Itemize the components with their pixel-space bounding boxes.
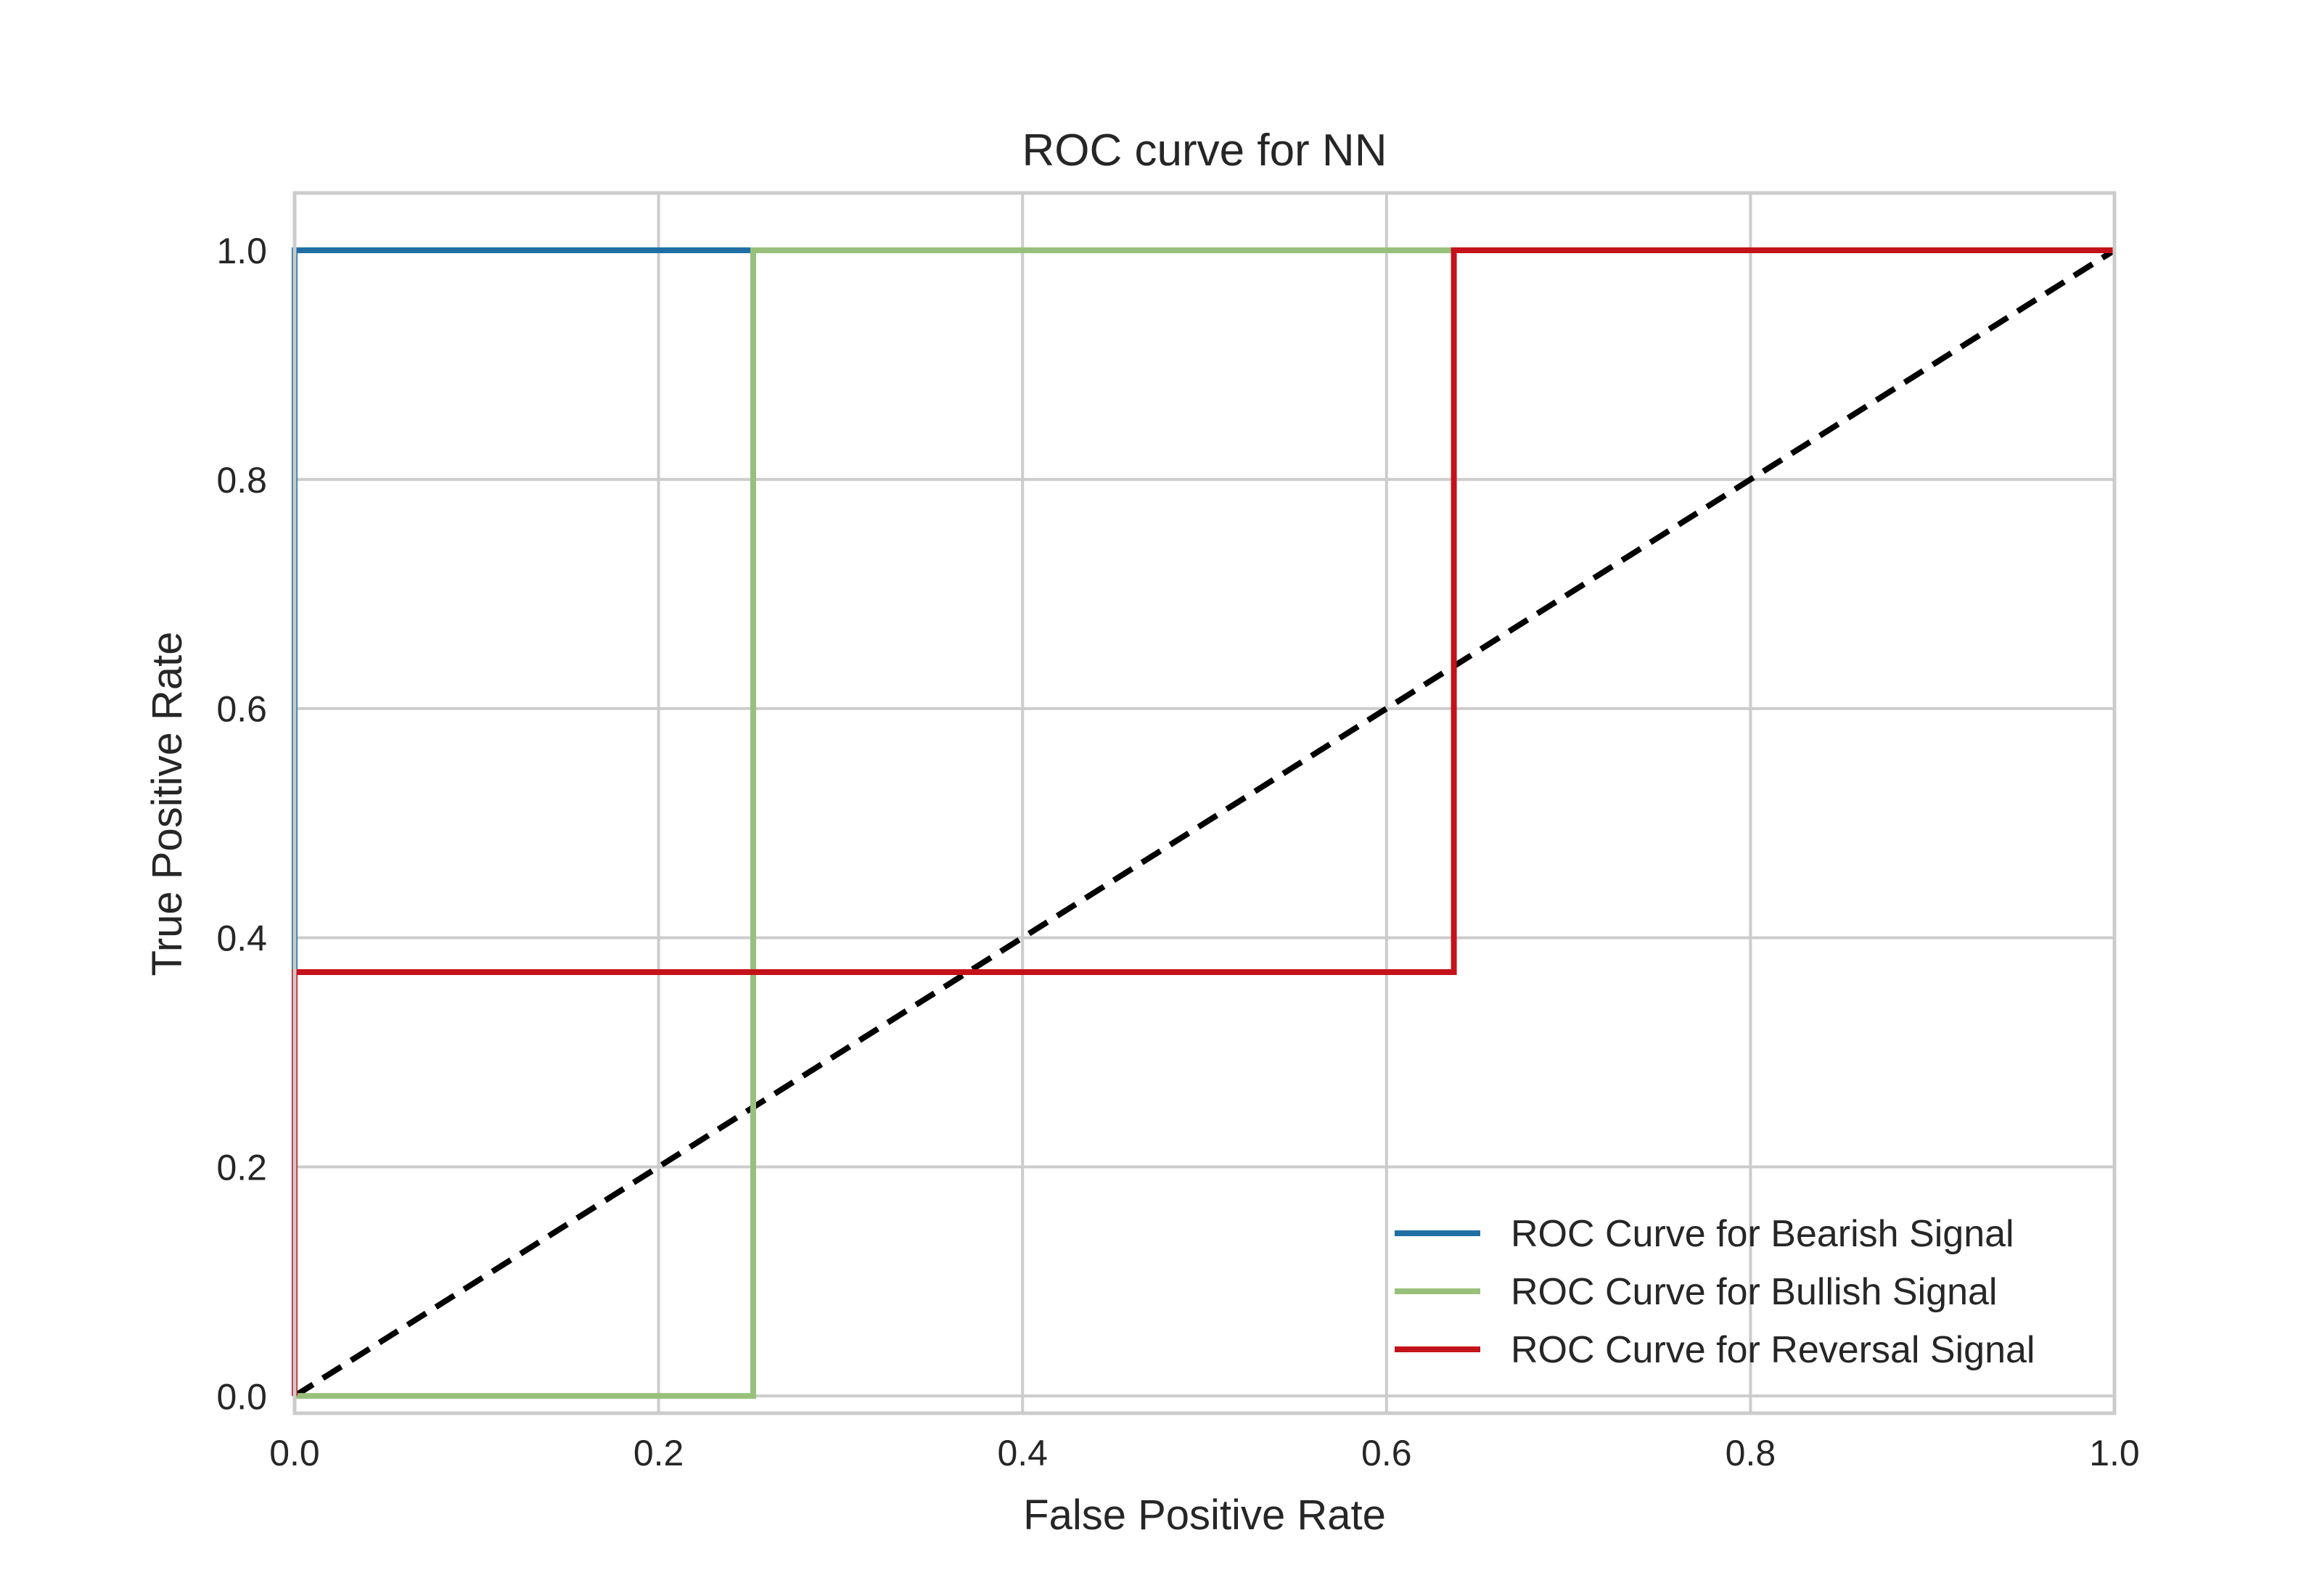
legend: ROC Curve for Bearish Signal ROC Curve fo… — [1395, 1213, 2035, 1371]
plot-area-frame — [292, 191, 2117, 1415]
x-tick-label: 0.6 — [1361, 1433, 1412, 1473]
x-axis-label: False Positive Rate — [1023, 1492, 1386, 1539]
y-axis-label: True Positive Rate — [144, 632, 191, 976]
y-tick-label: 0.4 — [216, 918, 267, 959]
legend-label: ROC Curve for Reversal Signal — [1511, 1329, 2035, 1371]
y-axis-ticks: 0.0 0.2 0.4 0.6 0.8 1.0 — [216, 231, 267, 1417]
legend-label: ROC Curve for Bullish Signal — [1511, 1271, 1997, 1313]
y-tick-label: 0.8 — [216, 460, 267, 501]
y-tick-label: 0.0 — [216, 1376, 267, 1417]
x-tick-label: 0.8 — [1726, 1433, 1776, 1473]
y-tick-label: 0.2 — [216, 1147, 267, 1188]
reference-diagonal — [292, 247, 2117, 1399]
legend-label: ROC Curve for Bearish Signal — [1511, 1213, 2014, 1255]
series-line-1 — [295, 247, 2114, 1399]
x-tick-label: 0.2 — [633, 1433, 684, 1473]
y-tick-label: 1.0 — [216, 231, 267, 271]
grid — [293, 193, 2116, 1413]
y-tick-label: 0.6 — [216, 689, 267, 730]
x-axis-ticks: 0.0 0.2 0.4 0.6 0.8 1.0 — [269, 1433, 2140, 1473]
x-tick-label: 0.4 — [997, 1433, 1048, 1473]
chart-title: ROC curve for NN — [1022, 126, 1387, 176]
reference-line — [292, 247, 2117, 1399]
x-tick-label: 0.0 — [269, 1433, 320, 1473]
x-tick-label: 1.0 — [2089, 1433, 2140, 1473]
